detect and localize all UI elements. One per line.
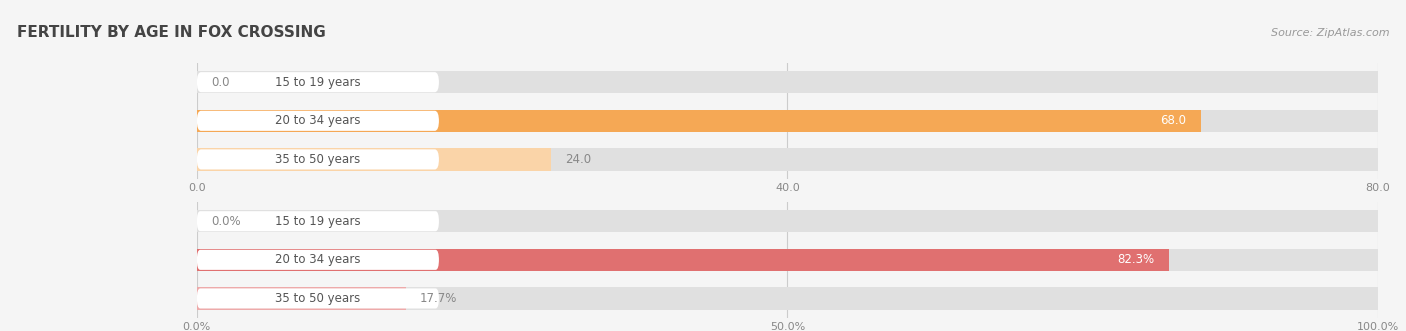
FancyBboxPatch shape	[197, 250, 439, 270]
FancyBboxPatch shape	[197, 111, 439, 131]
Bar	[197, 210, 1378, 232]
Text: 15 to 19 years: 15 to 19 years	[276, 215, 361, 228]
Bar	[197, 148, 551, 171]
Bar	[197, 71, 1378, 93]
Bar	[197, 287, 1378, 310]
Bar	[197, 249, 1378, 271]
FancyBboxPatch shape	[197, 72, 439, 92]
Text: 68.0: 68.0	[1160, 114, 1187, 127]
Text: 82.3%: 82.3%	[1118, 253, 1154, 266]
Text: 35 to 50 years: 35 to 50 years	[276, 153, 360, 166]
FancyBboxPatch shape	[197, 288, 439, 308]
Bar	[197, 249, 1168, 271]
Bar	[197, 148, 1378, 171]
Text: 35 to 50 years: 35 to 50 years	[276, 292, 360, 305]
Text: 20 to 34 years: 20 to 34 years	[276, 253, 361, 266]
FancyBboxPatch shape	[197, 211, 439, 231]
Text: FERTILITY BY AGE IN FOX CROSSING: FERTILITY BY AGE IN FOX CROSSING	[17, 25, 326, 40]
Bar	[197, 110, 1201, 132]
Bar	[197, 110, 1378, 132]
Text: 20 to 34 years: 20 to 34 years	[276, 114, 361, 127]
Bar	[197, 287, 406, 310]
Text: Source: ZipAtlas.com: Source: ZipAtlas.com	[1271, 28, 1389, 38]
FancyBboxPatch shape	[197, 149, 439, 169]
Text: 24.0: 24.0	[565, 153, 592, 166]
Text: 17.7%: 17.7%	[420, 292, 457, 305]
Text: 0.0%: 0.0%	[211, 215, 240, 228]
Text: 15 to 19 years: 15 to 19 years	[276, 76, 361, 89]
Text: 0.0: 0.0	[211, 76, 229, 89]
